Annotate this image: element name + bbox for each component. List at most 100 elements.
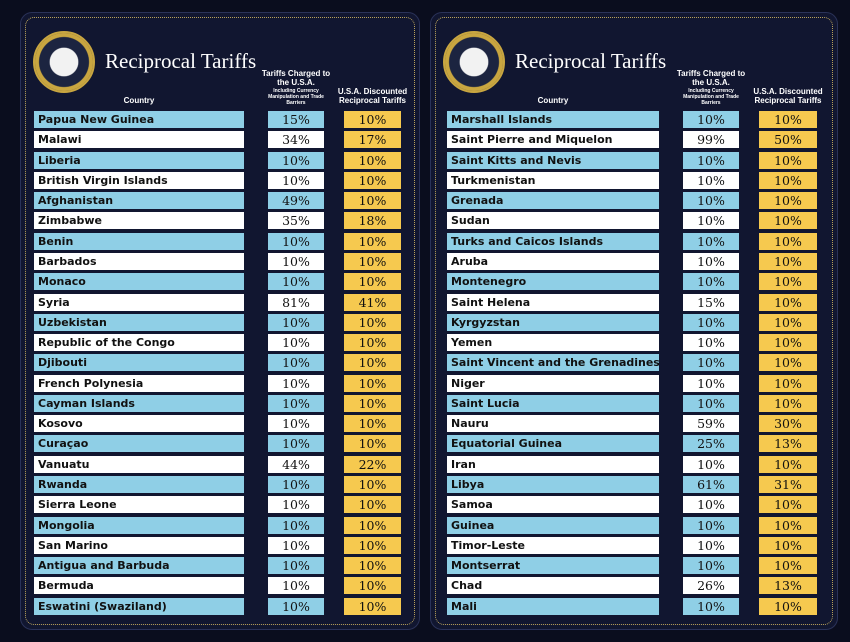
charged-cell: 26% [683, 577, 739, 595]
charged-cell: 10% [683, 252, 739, 270]
charged-cell: 10% [683, 212, 739, 230]
charged-cell: 10% [683, 192, 739, 210]
discounted-cell: 10% [759, 273, 817, 291]
charged-cell: 10% [268, 313, 324, 331]
discounted-cell: 10% [759, 394, 817, 412]
discounted-cell: 30% [759, 415, 817, 433]
charged-cell: 81% [268, 293, 324, 311]
country-cell: Timor-Leste [447, 536, 659, 554]
country-cell: San Marino [34, 536, 244, 554]
country-cell: British Virgin Islands [34, 171, 244, 189]
discounted-cell: 10% [344, 232, 401, 250]
country-cell: Republic of the Congo [34, 334, 244, 352]
country-cell: Liberia [34, 151, 244, 169]
charged-cell: 10% [683, 232, 739, 250]
discounted-cell: 18% [344, 212, 401, 230]
charged-cell: 49% [268, 192, 324, 210]
discounted-cell: 10% [344, 394, 401, 412]
country-cell: Yemen [447, 334, 659, 352]
discounted-cell: 10% [759, 212, 817, 230]
country-cell: Kosovo [34, 415, 244, 433]
country-cell: Eswatini (Swaziland) [34, 597, 244, 615]
discounted-cell: 10% [344, 476, 401, 494]
charged-cell: 10% [268, 151, 324, 169]
discounted-cell: 10% [344, 252, 401, 270]
country-cell: Chad [447, 577, 659, 595]
charged-cell: 10% [268, 536, 324, 554]
charged-cell: 10% [683, 151, 739, 169]
panel-title: Reciprocal Tariffs [515, 49, 667, 73]
charged-cell: 10% [683, 273, 739, 291]
discounted-cell: 10% [759, 151, 817, 169]
charged-cell: 34% [268, 131, 324, 149]
country-header: Country [537, 96, 569, 105]
discounted-cell: 10% [344, 374, 401, 392]
charged-cell: 10% [268, 394, 324, 412]
discounted-cell: 10% [344, 273, 401, 291]
country-cell: Uzbekistan [34, 313, 244, 331]
country-cell: Zimbabwe [34, 212, 244, 230]
discounted-cell: 10% [759, 313, 817, 331]
country-cell: Malawi [34, 131, 244, 149]
discounted-cell: 10% [759, 354, 817, 372]
country-header: Country [123, 96, 155, 105]
charged-cell: 10% [683, 496, 739, 514]
charged-cell: 10% [268, 171, 324, 189]
charged-cell: 10% [268, 476, 324, 494]
discounted-cell: 10% [344, 577, 401, 595]
discounted-cell: 10% [759, 557, 817, 575]
charged-cell: 10% [268, 557, 324, 575]
panel: Reciprocal Tariffs Country Tariffs Charged… [20, 12, 420, 630]
charged-cell: 10% [683, 557, 739, 575]
country-cell: Nauru [447, 415, 659, 433]
charged-cell: 10% [268, 496, 324, 514]
country-cell: Mongolia [34, 516, 244, 534]
discounted-cell: 10% [759, 252, 817, 270]
charged-cell: 44% [268, 455, 324, 473]
charged-cell: 10% [683, 171, 739, 189]
country-cell: Bermuda [34, 577, 244, 595]
country-cell: Montenegro [447, 273, 659, 291]
country-cell: Grenada [447, 192, 659, 210]
charged-note: Including Currency Manipulation and Trad… [268, 88, 324, 106]
country-cell: Afghanistan [34, 192, 244, 210]
charged-cell: 10% [268, 597, 324, 615]
charged-cell: 15% [268, 111, 324, 128]
discounted-cell: 10% [344, 151, 401, 169]
charged-cell: 25% [683, 435, 739, 453]
country-cell: Turkmenistan [447, 171, 659, 189]
charged-cell: 10% [683, 536, 739, 554]
discounted-cell: 10% [759, 111, 817, 128]
country-cell: Benin [34, 232, 244, 250]
discounted-cell: 10% [759, 171, 817, 189]
charged-cell: 10% [268, 232, 324, 250]
discounted-header: U.S.A. Discounted Reciprocal Tariffs [337, 87, 408, 105]
country-cell: Samoa [447, 496, 659, 514]
panel: Reciprocal Tariffs Country Tariffs Charged… [430, 12, 838, 630]
discounted-cell: 10% [759, 516, 817, 534]
discounted-cell: 10% [759, 334, 817, 352]
discounted-cell: 10% [344, 496, 401, 514]
country-cell: Papua New Guinea [34, 111, 244, 128]
country-cell: Aruba [447, 252, 659, 270]
discounted-cell: 10% [759, 597, 817, 615]
discounted-cell: 10% [344, 435, 401, 453]
country-cell: Barbados [34, 252, 244, 270]
discounted-cell: 10% [759, 374, 817, 392]
country-cell: Antigua and Barbuda [34, 557, 244, 575]
discounted-cell: 17% [344, 131, 401, 149]
discounted-cell: 10% [344, 536, 401, 554]
charged-cell: 10% [268, 273, 324, 291]
charged-cell: 59% [683, 415, 739, 433]
charged-cell: 61% [683, 476, 739, 494]
discounted-cell: 10% [759, 496, 817, 514]
discounted-cell: 10% [344, 557, 401, 575]
country-cell: Libya [447, 476, 659, 494]
charged-cell: 10% [268, 334, 324, 352]
discounted-cell: 10% [344, 334, 401, 352]
discounted-cell: 10% [344, 171, 401, 189]
charged-cell: 10% [268, 415, 324, 433]
country-cell: Curaçao [34, 435, 244, 453]
discounted-cell: 10% [344, 597, 401, 615]
discounted-cell: 10% [759, 536, 817, 554]
